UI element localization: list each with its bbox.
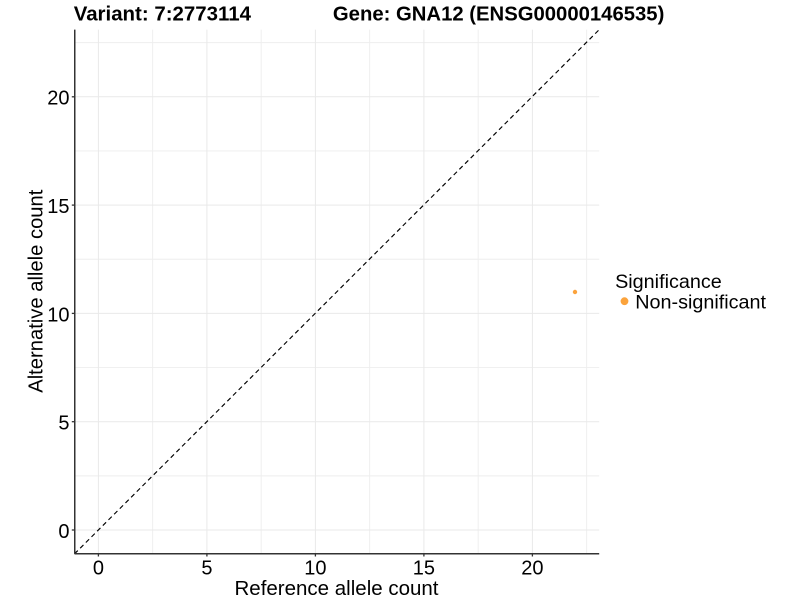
svg-text:Variant: 7:2773114: Variant: 7:2773114 — [74, 3, 252, 26]
svg-text:0: 0 — [93, 557, 104, 579]
svg-text:10: 10 — [304, 557, 326, 579]
svg-text:Non-significant: Non-significant — [635, 291, 766, 313]
svg-text:0: 0 — [58, 521, 69, 543]
svg-text:20: 20 — [521, 557, 543, 579]
svg-text:20: 20 — [47, 88, 69, 110]
svg-text:10: 10 — [47, 304, 69, 326]
svg-text:15: 15 — [47, 196, 69, 218]
svg-text:Significance: Significance — [615, 271, 722, 293]
svg-text:Reference allele count: Reference allele count — [235, 577, 439, 600]
svg-text:5: 5 — [201, 557, 212, 579]
svg-text:Gene: GNA12 (ENSG00000146535): Gene: GNA12 (ENSG00000146535) — [333, 4, 664, 26]
svg-text:Alternative allele count: Alternative allele count — [26, 189, 48, 393]
svg-text:15: 15 — [413, 557, 435, 579]
svg-text:5: 5 — [58, 413, 69, 435]
